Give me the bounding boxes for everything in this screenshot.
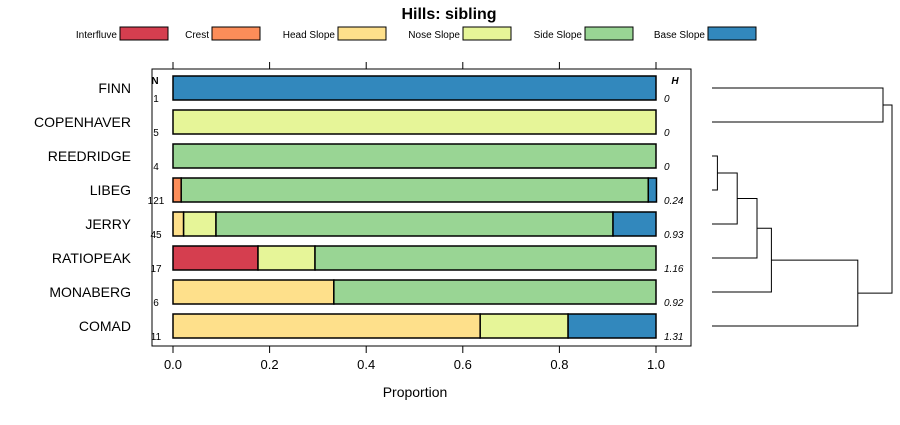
legend-label-interfluve: Interfluve (76, 30, 118, 41)
bar-segment-finn-base-slope (172, 75, 657, 101)
dendrogram-branch-1 (712, 172, 738, 225)
dendrogram-branch-4 (712, 259, 859, 327)
bar-segment-jerry-head-slope (172, 211, 185, 237)
h-value-libeg: 0.24 (664, 196, 684, 207)
category-label-comad: COMAD (79, 318, 131, 334)
bar-segment-libeg-base-slope (647, 177, 658, 203)
h-value-copenhaver: 0 (664, 128, 670, 139)
legend-label-nose-slope: Nose Slope (408, 30, 460, 41)
row-labels-group: FINN 1 0 COPENHAVER 5 0 REEDRIDGE 4 0 LIBEG 121 0.2… (34, 80, 684, 343)
bar-segment-libeg-side-slope (180, 177, 650, 203)
bars-group (172, 75, 658, 339)
h-value-monaberg: 0.92 (664, 298, 684, 309)
dendrogram-branch-2 (712, 198, 758, 259)
bar-segment-ratiopeak-nose-slope (257, 245, 316, 271)
category-label-ratiopeak: RATIOPEAK (52, 250, 132, 266)
bar-segment-jerry-side-slope (215, 211, 614, 237)
h-value-ratiopeak: 1.16 (664, 264, 684, 275)
h-value-reedridge: 0 (664, 162, 670, 173)
legend-swatch-nose-slope (462, 26, 512, 41)
legend-swatch-base-slope (707, 26, 757, 41)
x-tick-label-1: 0.2 (261, 357, 279, 372)
x-tick-label-3: 0.6 (454, 357, 472, 372)
category-label-libeg: LIBEG (90, 182, 131, 198)
dendrogram-branch-6 (857, 104, 893, 294)
x-tick-label-4: 0.8 (550, 357, 568, 372)
plot-frame (151, 68, 692, 347)
category-label-copenhaver: COPENHAVER (34, 114, 131, 130)
n-value-jerry: 45 (150, 230, 162, 241)
legend-swatch-head-slope (337, 26, 387, 41)
legend-label-crest: Crest (185, 30, 209, 41)
n-value-libeg: 121 (148, 196, 165, 207)
n-column-header: N (151, 76, 158, 87)
legend-label-side-slope: Side Slope (534, 30, 583, 41)
bar-segment-comad-head-slope (172, 313, 481, 339)
category-label-finn: FINN (98, 80, 131, 96)
legend-swatch-side-slope (584, 26, 634, 41)
bar-segment-copenhaver-nose-slope (172, 109, 657, 135)
x-axis-label: Proportion (383, 384, 448, 400)
n-value-reedridge: 4 (153, 162, 159, 173)
dendrogram-branch-3 (712, 227, 772, 293)
chart-title: Hills: sibling (401, 6, 496, 23)
n-value-monaberg: 6 (153, 298, 159, 309)
category-label-reedridge: REEDRIDGE (48, 148, 131, 164)
h-value-comad: 1.31 (664, 332, 683, 343)
x-tick-label-2: 0.4 (357, 357, 375, 372)
category-label-jerry: JERRY (85, 216, 131, 232)
legend-swatch-crest (211, 26, 261, 41)
n-value-comad: 11 (151, 332, 162, 343)
bar-segment-ratiopeak-interfluve (172, 245, 259, 271)
bar-segment-reedridge-side-slope (172, 143, 657, 169)
n-value-ratiopeak: 17 (150, 264, 162, 275)
n-value-finn: 1 (153, 94, 159, 105)
legend-label-head-slope: Head Slope (283, 30, 336, 41)
category-label-monaberg: MONABERG (49, 284, 131, 300)
x-tick-label-0: 0.0 (164, 357, 182, 372)
bar-segment-ratiopeak-side-slope (314, 245, 657, 271)
bar-segment-comad-nose-slope (479, 313, 569, 339)
dendrogram (712, 87, 893, 327)
x-tick-label-5: 1.0 (647, 357, 665, 372)
bar-segment-jerry-nose-slope (182, 211, 217, 237)
bar-segment-monaberg-head-slope (172, 279, 335, 305)
h-column-header: H (671, 76, 679, 87)
bar-segment-jerry-base-slope (612, 211, 657, 237)
dendrogram-branch-0 (712, 155, 718, 191)
legend-label-base-slope: Base Slope (654, 30, 706, 41)
bar-segment-monaberg-side-slope (333, 279, 657, 305)
h-value-finn: 0 (664, 94, 670, 105)
legend-swatch-interfluve (119, 26, 169, 41)
dendrogram-branch-5 (712, 87, 884, 123)
h-value-jerry: 0.93 (664, 230, 684, 241)
x-axis: 0.0 0.2 0.4 0.6 0.8 1.0 (164, 62, 665, 372)
bar-segment-libeg-crest (172, 177, 182, 203)
legend: Interfluve Crest Head Slope Nose Slope Side … (76, 26, 757, 41)
bar-segment-comad-base-slope (567, 313, 657, 339)
n-value-copenhaver: 5 (153, 128, 159, 139)
